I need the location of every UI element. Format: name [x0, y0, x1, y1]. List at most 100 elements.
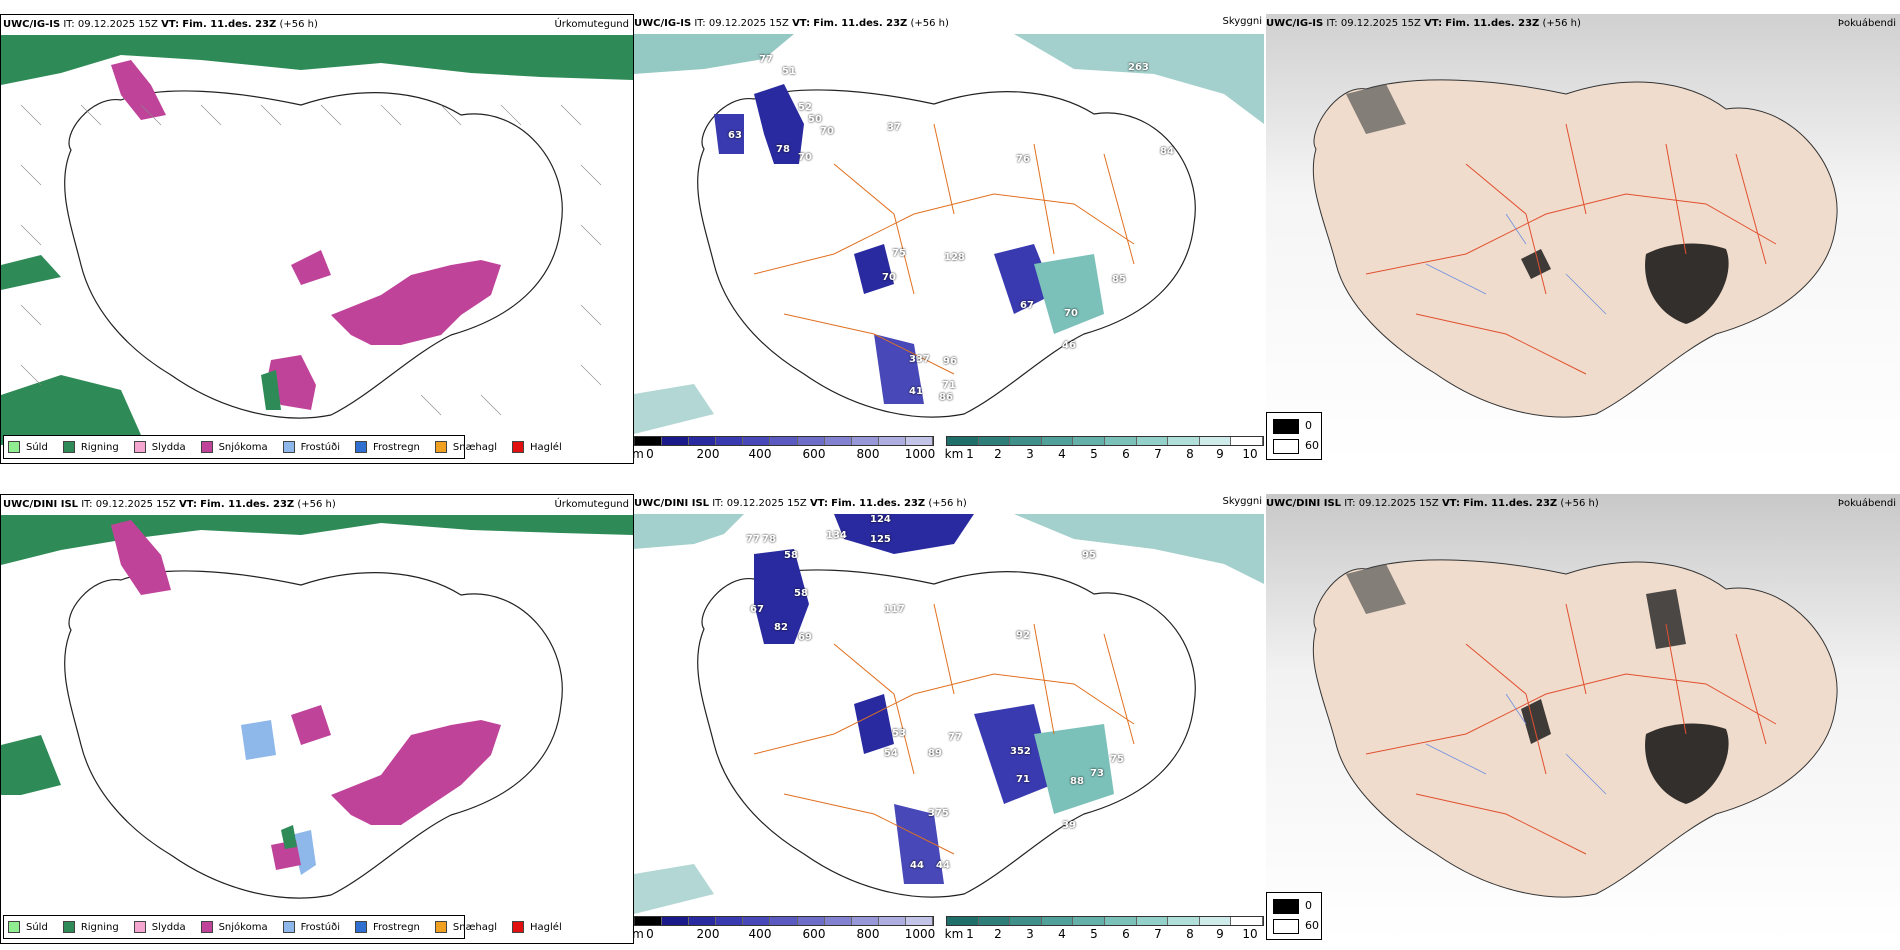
legend-item: Súld — [8, 921, 48, 933]
legend-item: Slydda — [133, 921, 186, 933]
valid-time: Fim. 11.des. 23Z — [200, 499, 295, 510]
legend-item: Frostregn — [355, 921, 420, 933]
cbar-tick: 5 — [1090, 447, 1098, 461]
vis-label: 58 — [784, 550, 798, 561]
fog-panel-1: UWC/IG-IS IT: 09.12.2025 15Z VT: Fim. 11… — [1266, 14, 1900, 462]
valid-time: Fim. 11.des. 23Z — [1463, 498, 1558, 509]
vis-label: 77 — [746, 534, 760, 545]
legend-item: Frostregn — [355, 441, 420, 453]
vis-label: 39 — [1062, 820, 1076, 831]
vis-label: 92 — [1016, 630, 1030, 641]
cbar-tick: 1000 — [904, 447, 936, 461]
vis-label: 375 — [928, 808, 949, 819]
vis-label: 67 — [750, 604, 764, 615]
vis-label: 37 — [887, 122, 901, 133]
legend-item: Súld — [8, 441, 48, 453]
valid-label: VT: — [809, 498, 828, 509]
legend-item: Rigning — [62, 921, 119, 933]
cloud-base-colorbar-1: m 0 200 400 600 800 1000 — [632, 436, 936, 461]
vis-label: 89 — [928, 748, 942, 759]
issue-time: IT: 09.12.2025 15Z — [694, 18, 789, 29]
vis-label: 76 — [1016, 154, 1030, 165]
vis-label: 84 — [1160, 146, 1174, 157]
vis-label: 53 — [892, 728, 906, 739]
panel-title-precip: Úrkomutegund — [554, 19, 629, 30]
precip-legend-1: Súld Rigning Slydda Snjókoma Frostúði Fr… — [3, 435, 562, 459]
model-name: UWC/DINI ISL — [1266, 498, 1342, 509]
cbar-tick: 8 — [1186, 927, 1194, 941]
legend-item: Haglél — [512, 441, 562, 453]
cbar-tick: 200 — [696, 927, 720, 941]
model-name: UWC/IG-IS — [3, 19, 61, 30]
vis-label: 69 — [798, 632, 812, 643]
vis-label: 70 — [798, 152, 812, 163]
cbar-tick: 3 — [1026, 447, 1034, 461]
colorbar-swatches — [946, 436, 1264, 446]
legend-item: Snjókoma — [200, 441, 268, 453]
cloud-panel-1: UWC/IG-IS IT: 09.12.2025 15Z VT: Fim. 11… — [634, 14, 1264, 462]
cloud-map-1 — [634, 14, 1264, 462]
vis-label: 77 — [948, 732, 962, 743]
panel-title-cloud: Skyggni — [1222, 496, 1262, 507]
legend-item: Snæhagl — [434, 921, 497, 933]
vis-label: 58 — [794, 588, 808, 599]
vis-label: 46 — [1062, 340, 1076, 351]
cbar-tick: 10 — [1242, 927, 1258, 941]
vis-label: 85 — [1112, 274, 1126, 285]
cbar-unit: m — [632, 927, 644, 941]
fog-legend-1: 0 60 — [1266, 412, 1322, 460]
vis-label: 337 — [909, 354, 930, 365]
panel-title-fog: Þokuábendi — [1837, 498, 1896, 509]
vis-label: 263 — [1128, 62, 1149, 73]
cbar-tick: 2 — [994, 927, 1002, 941]
valid-label: VT: — [178, 499, 197, 510]
cbar-tick: 800 — [856, 447, 880, 461]
cbar-tick: 2 — [994, 447, 1002, 461]
cbar-tick: 3 — [1026, 927, 1034, 941]
cbar-tick: 0 — [646, 447, 654, 461]
issue-time: IT: 09.12.2025 15Z — [1326, 18, 1421, 29]
colorbar-swatches — [946, 916, 1264, 926]
model-name: UWC/DINI ISL — [3, 499, 79, 510]
vis-label: 63 — [728, 130, 742, 141]
vis-label: 78 — [762, 534, 776, 545]
visibility-colorbar-2: km 1 2 3 4 5 6 7 8 9 10 — [945, 916, 1264, 941]
vis-label: 52 — [798, 102, 812, 113]
vis-label: 75 — [892, 248, 906, 259]
vis-label: 41 — [909, 386, 923, 397]
lead-time: (+56 h) — [928, 498, 967, 509]
cbar-tick: 7 — [1154, 447, 1162, 461]
vis-label: 70 — [1064, 308, 1078, 319]
colorbar-swatches — [634, 916, 934, 926]
lead-time: (+56 h) — [1560, 498, 1599, 509]
valid-time: Fim. 11.des. 23Z — [831, 498, 926, 509]
legend-item: Snæhagl — [434, 441, 497, 453]
fog-legend-low: 60 — [1305, 439, 1319, 452]
vis-label: 71 — [1016, 774, 1030, 785]
fog-legend-high: 0 — [1305, 899, 1312, 912]
cbar-tick: 6 — [1122, 927, 1130, 941]
fog-map-2 — [1266, 494, 1900, 942]
vis-label: 128 — [944, 252, 965, 263]
vis-label: 352 — [1010, 746, 1031, 757]
vis-label: 75 — [1110, 754, 1124, 765]
cbar-tick: 6 — [1122, 447, 1130, 461]
cbar-unit: km — [944, 447, 964, 461]
vis-label: 44 — [910, 860, 924, 871]
panel-title-precip: Úrkomutegund — [554, 499, 629, 510]
cbar-tick: 400 — [748, 927, 772, 941]
lead-time: (+56 h) — [297, 499, 336, 510]
valid-label: VT: — [1424, 18, 1443, 29]
cbar-unit: m — [632, 447, 644, 461]
valid-time: Fim. 11.des. 23Z — [813, 18, 908, 29]
precip-type-panel-1: UWC/IG-IS IT: 09.12.2025 15Z VT: Fim. 11… — [0, 14, 634, 464]
legend-item: Frostúði — [282, 441, 340, 453]
vis-label: 71 — [942, 380, 956, 391]
cbar-tick: 400 — [748, 447, 772, 461]
model-name: UWC/IG-IS — [634, 18, 692, 29]
cbar-tick: 5 — [1090, 927, 1098, 941]
precip-map-2 — [1, 495, 633, 943]
cbar-tick: 9 — [1216, 447, 1224, 461]
vis-label: 95 — [1082, 550, 1096, 561]
valid-label: VT: — [792, 18, 811, 29]
